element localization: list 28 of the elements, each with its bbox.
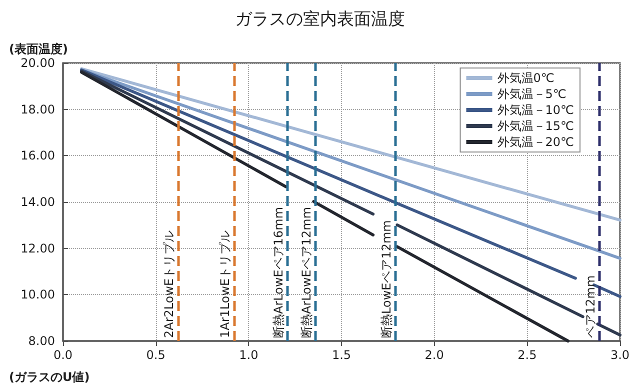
y-tick-label: 14.00 [20, 195, 55, 209]
x-tick-label: 2.0 [424, 348, 444, 362]
ref-line-label: 断熱LowEペア12mm [379, 220, 394, 338]
legend-label: 外気温－10℃ [497, 103, 574, 117]
x-tick-label: 0.5 [146, 348, 166, 362]
x-axis-title: (ガラスのU値) [9, 370, 90, 384]
y-tick-label: 8.00 [28, 334, 55, 348]
chart-title: ガラスの室内表面温度 [235, 10, 405, 30]
y-tick-label: 20.00 [20, 56, 55, 70]
legend-label: 外気温－5℃ [497, 87, 566, 101]
legend-label: 外気温－15℃ [497, 119, 574, 133]
x-tick-label: 1.0 [239, 348, 258, 362]
ref-line-label: 断熱ArLowEペア12mm [300, 206, 314, 338]
y-tick-label: 18.00 [20, 102, 55, 116]
ref-line-label: 1Ar1LowEトリプル [218, 230, 232, 338]
y-tick-label: 10.00 [20, 288, 55, 302]
x-tick-label: 3.0 [610, 348, 630, 362]
legend-label: 外気温0℃ [497, 71, 554, 85]
x-tick-label: 0.0 [53, 348, 73, 362]
ref-line-label: 断熱ArLowEペア16mm [272, 206, 286, 338]
legend-label: 外気温－20℃ [497, 135, 574, 149]
y-tick-label: 16.00 [20, 148, 55, 163]
ref-line-label: ペア12mm [584, 275, 598, 338]
y-tick-label: 12.00 [20, 241, 55, 256]
y-axis-title: (表面温度) [9, 42, 68, 56]
x-tick-label: 2.5 [518, 348, 537, 362]
x-tick-label: 1.5 [332, 348, 352, 362]
ref-line-label: 2Ar2LowEトリプル [162, 230, 176, 338]
